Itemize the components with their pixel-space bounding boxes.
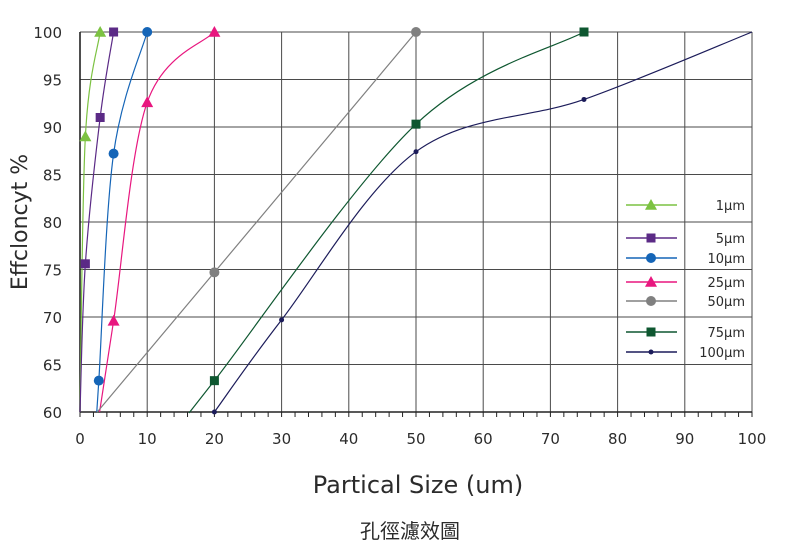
- data-point: [209, 376, 219, 386]
- legend-label: 5μm: [716, 232, 745, 247]
- legend-swatch-marker: [645, 276, 657, 287]
- data-point: [93, 375, 104, 386]
- data-point: [279, 317, 285, 323]
- x-tick-label: 0: [75, 430, 85, 448]
- x-tick-label: 80: [608, 430, 627, 448]
- x-tick-label: 30: [272, 430, 291, 448]
- legend-swatch-marker: [645, 199, 657, 210]
- legend-label: 25μm: [708, 276, 745, 291]
- data-point: [141, 96, 154, 108]
- legend-item: 10μm: [626, 252, 745, 267]
- series-line: [98, 31, 215, 413]
- legend-item: 25μm: [626, 276, 745, 291]
- legend: 1μm 5μm 10μm 25μm 50μm 75μm 100μm: [626, 199, 745, 361]
- legend-swatch-marker: [646, 253, 656, 263]
- legend-item: 50μm: [626, 295, 745, 310]
- x-axis-label: Partical Size (um): [313, 471, 523, 499]
- y-tick-label: 100: [33, 24, 62, 42]
- y-tick-label: 95: [43, 72, 62, 90]
- data-point: [107, 314, 120, 326]
- series-line: [188, 31, 585, 414]
- series-2: [93, 27, 153, 413]
- data-point: [208, 26, 221, 37]
- data-point: [79, 130, 92, 142]
- legend-label: 75μm: [708, 326, 745, 341]
- x-tick-label: 100: [738, 430, 767, 448]
- x-tick-label: 90: [675, 430, 694, 448]
- data-point: [108, 148, 119, 159]
- series-3: [98, 26, 221, 413]
- y-axis-label: Effcloncyt %: [8, 154, 33, 290]
- data-point: [581, 96, 587, 102]
- legend-swatch-marker: [646, 327, 656, 337]
- legend-item: 1μm: [626, 199, 745, 214]
- data-point: [95, 113, 105, 122]
- legend-item: 5μm: [626, 232, 745, 247]
- y-tick-label: 70: [43, 309, 62, 327]
- data-point: [411, 27, 421, 37]
- series-5: [188, 27, 589, 414]
- data-point: [579, 27, 589, 37]
- x-tick-label: 50: [406, 430, 425, 448]
- data-point: [94, 26, 107, 37]
- series-line: [96, 31, 148, 413]
- data-point: [109, 27, 119, 37]
- y-tick-label: 75: [43, 262, 62, 280]
- chart-caption: 孔徑濾效圖: [360, 519, 460, 543]
- series-line: [79, 31, 115, 413]
- series-4: [96, 27, 421, 413]
- grid-layer: [79, 31, 753, 413]
- y-tick-label: 90: [43, 119, 62, 137]
- series-line: [96, 31, 417, 413]
- y-tick-label: 85: [43, 167, 62, 185]
- y-tick-label: 60: [43, 404, 62, 422]
- data-point: [411, 119, 421, 129]
- series-1: [79, 27, 119, 413]
- series-0: [79, 26, 107, 413]
- legend-swatch-marker: [646, 233, 656, 243]
- data-point: [413, 149, 419, 155]
- x-tick-label: 10: [138, 430, 157, 448]
- series-6: [211, 31, 753, 415]
- x-tick-label: 40: [339, 430, 358, 448]
- legend-swatch-marker: [646, 296, 656, 306]
- legend-label: 1μm: [716, 199, 745, 214]
- data-point: [211, 409, 217, 415]
- x-tick-label: 70: [541, 430, 560, 448]
- series-line: [79, 31, 101, 413]
- data-point: [142, 27, 153, 37]
- y-tick-label: 65: [43, 357, 62, 375]
- legend-item: 75μm: [626, 326, 745, 341]
- series-layer: [79, 26, 753, 415]
- legend-label: 100μm: [699, 346, 745, 361]
- legend-label: 10μm: [708, 252, 745, 267]
- legend-label: 50μm: [708, 295, 745, 310]
- x-tick-label: 60: [474, 430, 493, 448]
- data-point: [80, 259, 90, 269]
- legend-item: 100μm: [626, 346, 745, 361]
- y-tick-label: 80: [43, 214, 62, 232]
- axis-layer: 0 10 20 30 40 50 60 70 80 90 100 60 65 70 75 80 85 90 95 10…: [33, 24, 766, 448]
- data-point: [209, 267, 220, 278]
- x-tick-label: 20: [205, 430, 224, 448]
- legend-swatch-marker: [648, 349, 654, 355]
